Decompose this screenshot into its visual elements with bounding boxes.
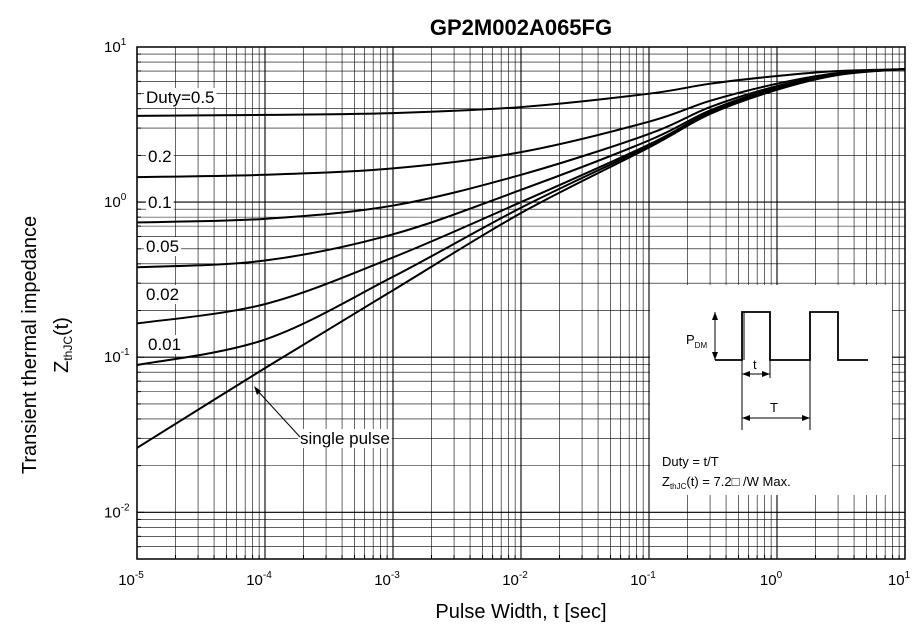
series-label: 0.02: [146, 285, 179, 304]
x-tick-label: 101: [888, 570, 911, 589]
series-label-bg: [146, 147, 174, 166]
x-tick-label: 10-3: [374, 570, 400, 589]
x-axis-title: Pulse Width, t [sec]: [435, 601, 606, 623]
x-tick-label: 10-5: [118, 570, 144, 589]
series-label: 0.2: [148, 147, 172, 166]
series-label-bg: [144, 285, 182, 304]
single-pulse-leader: [255, 388, 301, 438]
t-label: t: [753, 357, 757, 372]
series-labels: Duty=0.5 0.2 0.1 0.05 0.02 0.01 single pulse: [144, 88, 392, 448]
duty-formula: Duty = t/T: [662, 454, 719, 469]
series-label: 0.01: [148, 335, 181, 354]
x-tick-label: 10-4: [246, 570, 272, 589]
y-tick-label: 101: [104, 37, 127, 56]
T-label: T: [770, 400, 778, 415]
series-line: [136, 68, 906, 449]
y-axis-symbol: ZthJC(t): [51, 317, 75, 373]
inset-background: [650, 285, 892, 495]
y-axis-title-main: Transient thermal impedance: [19, 216, 41, 474]
curves: [136, 68, 906, 449]
y-tick-label: 10-2: [104, 502, 130, 521]
single-pulse-annotation: [254, 386, 301, 438]
series-label: single pulse: [300, 429, 390, 448]
y-tick-label: 100: [104, 192, 127, 211]
plot-frame: [136, 46, 906, 560]
series-label-bg: [298, 429, 392, 448]
series-line: [136, 68, 906, 117]
x-tick-label: 10-2: [502, 570, 528, 589]
series-label-bg: [144, 88, 217, 107]
chart-title: GP2M002A065FG: [430, 15, 612, 40]
y-axis-title: Transient thermal impedance: [19, 216, 41, 474]
T-arrow-heads: [742, 415, 810, 421]
x-tick-label: 10-1: [630, 570, 656, 589]
series-label-bg: [146, 193, 174, 212]
t-arrow-heads: [742, 371, 770, 377]
x-tick-label: 100: [760, 570, 783, 589]
pdm-label: PDM: [686, 332, 707, 350]
series-label: 0.1: [148, 193, 172, 212]
duty-cycle-inset: PDM t T Duty = t/T ZthJC(t) = 7.2□ /W Ma…: [650, 285, 892, 495]
pulse-waveform: [715, 311, 868, 361]
series-label-bg: [146, 335, 184, 354]
y-tick-label: 10-1: [104, 347, 130, 366]
y-tick-labels: 10-2 10-1 100 101: [104, 37, 130, 521]
x-tick-labels: 10-5 10-4 10-3 10-2 10-1 100 101: [118, 570, 910, 589]
series-label: 0.05: [146, 237, 179, 256]
y-axis-title-symbol: ZthJC(t): [51, 317, 75, 373]
series-line: [136, 68, 906, 179]
single-pulse-arrowhead: [254, 386, 261, 395]
series-label: Duty=0.5: [146, 88, 215, 107]
zthjc-max-text: ZthJC(t) = 7.2□ /W Max.: [662, 474, 791, 491]
series-label-bg: [144, 237, 182, 256]
